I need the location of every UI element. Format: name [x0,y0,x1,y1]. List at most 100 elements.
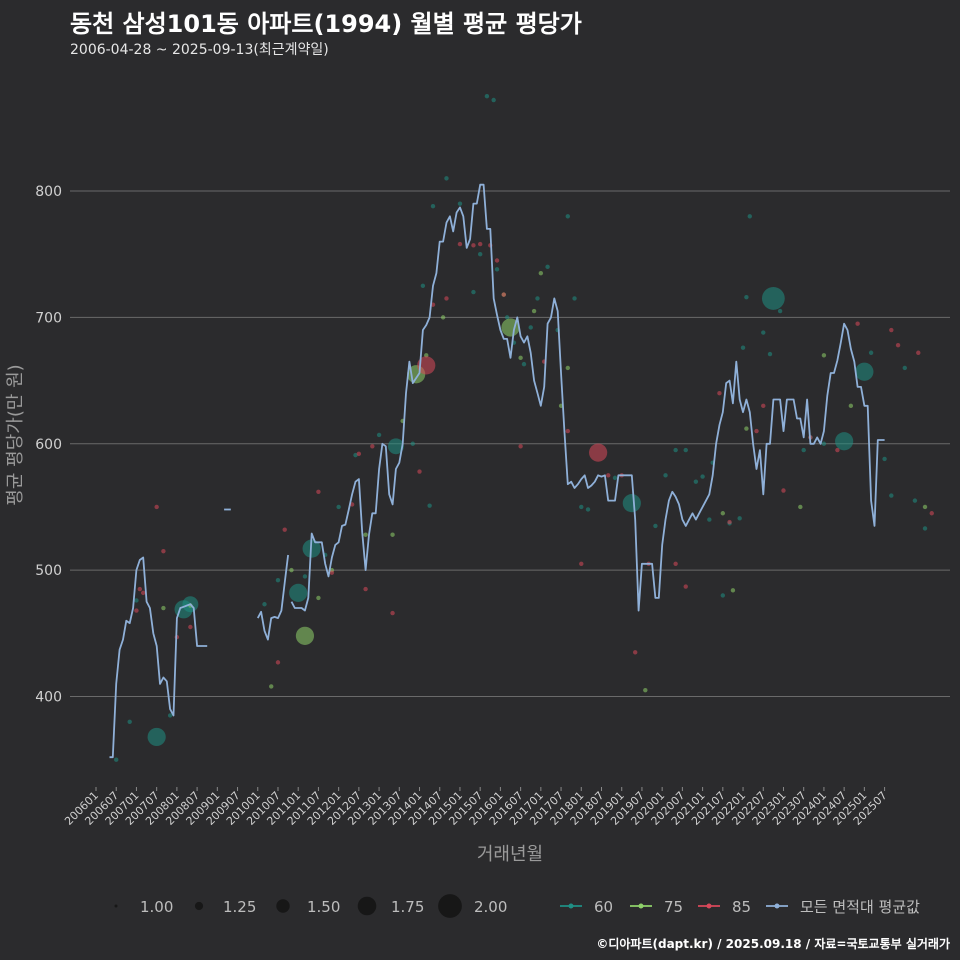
point-85-7 [275,660,281,665]
point-75-17 [538,270,544,276]
point-60-3 [147,727,166,747]
point-60-30 [521,361,527,367]
point-60-24 [477,251,483,257]
size-legend-dot-4 [438,894,462,918]
point-60-41 [653,523,658,529]
point-85-19 [444,296,449,301]
point-60-21 [444,176,449,181]
point-85-45 [889,327,894,333]
point-75-23 [744,426,749,431]
size-legend-dot-2 [276,899,290,913]
point-85-39 [754,428,759,434]
point-85-2 [140,590,146,596]
point-60-55 [761,330,766,335]
point-60-14 [353,452,358,458]
point-75-26 [848,403,854,409]
size-legend-label-4: 2.00 [474,898,507,916]
point-75-5 [316,595,321,601]
point-60-13 [336,504,341,510]
point-85-1 [137,586,143,592]
color-legend-label-0: 60 [594,898,613,916]
point-75-0 [161,605,166,611]
point-75-19 [565,365,570,371]
point-60-59 [801,447,806,453]
point-85-40 [761,403,766,409]
point-60-16 [387,438,404,455]
color-legend-dot-2 [706,903,712,909]
point-85-30 [589,443,608,462]
point-60-53 [744,294,749,300]
point-60-28 [504,315,510,320]
point-75-12 [440,315,446,320]
point-60-67 [902,365,907,371]
size-legend-label-1: 1.25 [223,898,256,916]
y-axis-title: 평균 평당가(만 원) [5,364,26,505]
y-tick-500: 500 [35,563,62,579]
point-60-54 [747,214,752,219]
color-legend-dot-3 [774,903,780,909]
point-60-17 [410,441,415,446]
point-60-8 [275,578,281,583]
point-60-20 [430,203,436,209]
point-85-3 [154,504,159,510]
point-85-4 [161,548,166,554]
point-60-18 [420,283,426,288]
point-85-8 [282,527,287,532]
point-60-32 [535,296,540,301]
size-legend-dot-3 [357,896,377,916]
avg-line-segment-0 [109,556,208,759]
point-75-22 [730,588,736,593]
size-legend-dot-0 [114,904,118,908]
color-legend-dot-0 [568,903,574,909]
y-tick-600: 600 [35,437,62,453]
point-75-27 [922,504,928,510]
point-60-40 [622,494,641,513]
size-legend-label-0: 1.00 [140,898,173,916]
point-85-25 [501,292,506,297]
point-85-29 [579,561,584,567]
point-75-15 [518,355,523,361]
point-85-14 [370,444,375,449]
point-60-15 [376,432,382,438]
size-legend-label-2: 1.50 [307,898,340,916]
point-60-36 [572,296,577,301]
point-60-49 [720,593,726,598]
point-60-2 [134,598,139,603]
point-60-33 [545,264,550,270]
point-60-0 [114,757,119,762]
point-60-19 [427,503,432,508]
point-60-23 [471,289,476,295]
point-60-56 [767,351,773,357]
point-85-9 [316,489,321,494]
point-85-38 [727,519,732,525]
point-60-58 [777,308,783,314]
point-85-13 [363,586,368,592]
point-85-33 [633,650,638,655]
point-60-64 [868,350,874,355]
point-60-7 [262,602,267,607]
point-85-36 [683,584,688,589]
point-75-8 [390,532,395,537]
point-60-9 [289,583,308,602]
point-75-7 [363,532,368,537]
color-legend-label-2: 85 [732,898,751,916]
y-tick-labels: 400 500 600 700 800 [35,184,62,706]
point-60-39 [612,475,618,481]
point-85-35 [673,561,678,567]
point-85-43 [835,447,840,453]
point-85-26 [518,444,523,449]
point-85-6 [188,624,193,630]
source-caption: ©디아파트(dapt.kr) / 2025.09.18 / 자료=국토교통부 실… [596,937,950,951]
average-line [109,183,885,759]
chart-title: 동천 삼성101동 아파트(1994) 월별 평균 평당가 [70,10,582,38]
point-85-10 [329,570,335,575]
size-legend: 1.00 1.25 1.50 1.75 2.00 [114,894,507,918]
point-85-12 [356,451,362,457]
point-60-61 [821,441,827,446]
point-85-41 [781,488,786,493]
grid-lines [70,190,950,697]
point-60-1 [127,719,132,724]
point-75-4 [295,626,315,645]
point-85-15 [390,610,395,616]
point-85-20 [457,241,463,247]
